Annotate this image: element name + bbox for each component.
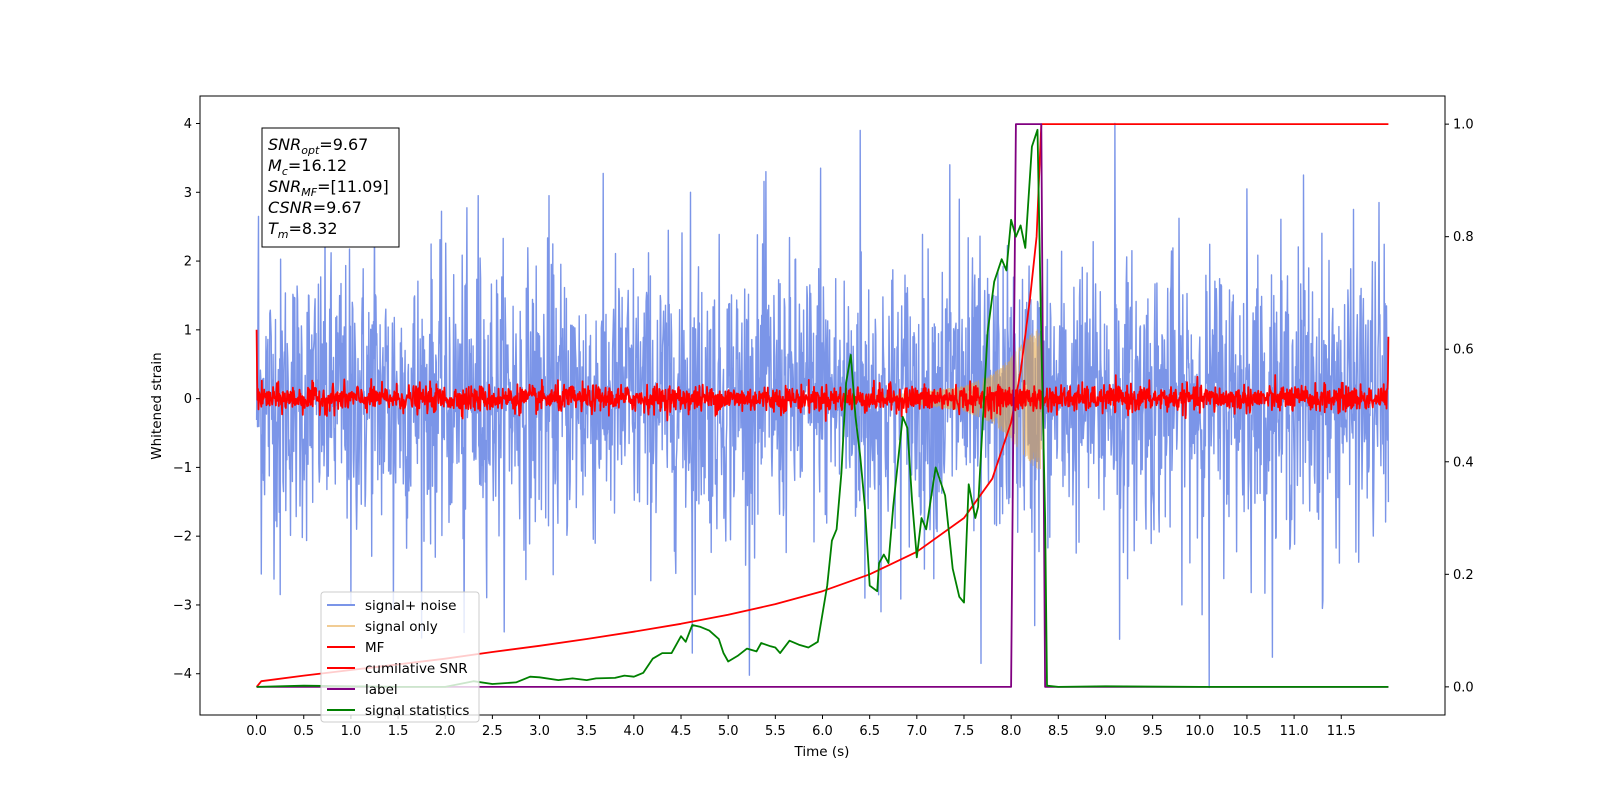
x-tick-label: 10.5 (1232, 724, 1261, 739)
legend-label: signal statistics (365, 703, 469, 719)
legend-label: cumilative SNR (365, 661, 468, 677)
legend-label: MF (365, 640, 384, 656)
y-tick-label: 4 (184, 117, 192, 132)
y-axis-label: Whitened strain (149, 352, 165, 459)
y-tick-label: −4 (173, 667, 192, 682)
x-tick-label: 6.5 (859, 724, 880, 739)
series-line-0 (255, 122, 1390, 689)
x-tick-label: 2.0 (435, 724, 456, 739)
x-tick-label: 9.5 (1142, 724, 1163, 739)
x-tick-label: 8.5 (1048, 724, 1069, 739)
series-line-2 (255, 329, 1390, 422)
x-tick-label: 7.0 (906, 724, 927, 739)
x-tick-label: 4.5 (671, 724, 692, 739)
stats-box (261, 127, 400, 248)
stats-line: SNRMF=[11.09] (268, 177, 389, 199)
stats-line: Tm=8.32 (268, 219, 338, 241)
y-tick-label: −2 (173, 530, 192, 545)
y-tick-label: 3 (184, 186, 192, 201)
x-tick-label: 1.0 (341, 724, 362, 739)
stats-line: SNRopt=9.67 (268, 135, 368, 157)
y2-tick-label: 0.2 (1453, 568, 1474, 583)
x-tick-label: 10.0 (1185, 724, 1214, 739)
legend-label: signal+ noise (365, 598, 456, 614)
y-tick-label: −3 (173, 598, 192, 613)
y2-tick-label: 0.6 (1453, 343, 1474, 358)
y2-tick-label: 0.0 (1453, 680, 1474, 695)
x-tick-label: 0.5 (293, 724, 314, 739)
x-axis-label: Time (s) (794, 744, 850, 760)
x-tick-label: 1.5 (388, 724, 409, 739)
x-tick-label: 2.5 (482, 724, 503, 739)
x-tick-label: 8.0 (1001, 724, 1022, 739)
y-tick-label: −1 (173, 461, 192, 476)
x-tick-label: 5.5 (765, 724, 786, 739)
legend-label: signal only (365, 619, 438, 635)
y-tick-label: 0 (184, 392, 192, 407)
x-tick-label: 9.0 (1095, 724, 1116, 739)
stats-annotation: SNRopt=9.67Mc=16.12SNRMF=[11.09]CSNR=9.6… (261, 127, 400, 248)
y2-tick-label: 0.8 (1453, 230, 1474, 245)
series-line-5 (256, 128, 1389, 688)
legend-label: label (365, 682, 398, 698)
x-tick-label: 5.0 (718, 724, 739, 739)
y2-axis: 0.0 0.2 0.4 0.6 0.8 1.0 (1445, 118, 1474, 695)
y2-tick-label: 0.4 (1453, 455, 1474, 470)
stats-line: Mc=16.12 (268, 156, 347, 178)
x-tick-label: 4.0 (624, 724, 645, 739)
x-axis: 0.0 0.5 1.0 1.5 2.0 2.5 3.0 3.5 4.0 4.5 5.0 5.5 6.0 6… (246, 715, 1356, 739)
x-tick-label: 11.5 (1327, 724, 1356, 739)
x-tick-label: 0.0 (246, 724, 267, 739)
legend-box (320, 591, 480, 723)
y-axis: −4 −3 −2 −1 0 1 2 3 4 (173, 117, 200, 682)
stats-line: CSNR=9.67 (268, 198, 362, 217)
y-tick-label: 1 (184, 323, 192, 338)
y2-tick-label: 1.0 (1453, 118, 1474, 133)
x-tick-label: 6.0 (812, 724, 833, 739)
x-tick-label: 3.0 (529, 724, 550, 739)
y-tick-label: 2 (184, 255, 192, 270)
x-tick-label: 3.5 (576, 724, 597, 739)
legend: signal+ noise signal only MF cumilative SNR… (320, 591, 480, 723)
x-tick-label: 11.0 (1280, 724, 1309, 739)
x-tick-label: 7.5 (954, 724, 975, 739)
